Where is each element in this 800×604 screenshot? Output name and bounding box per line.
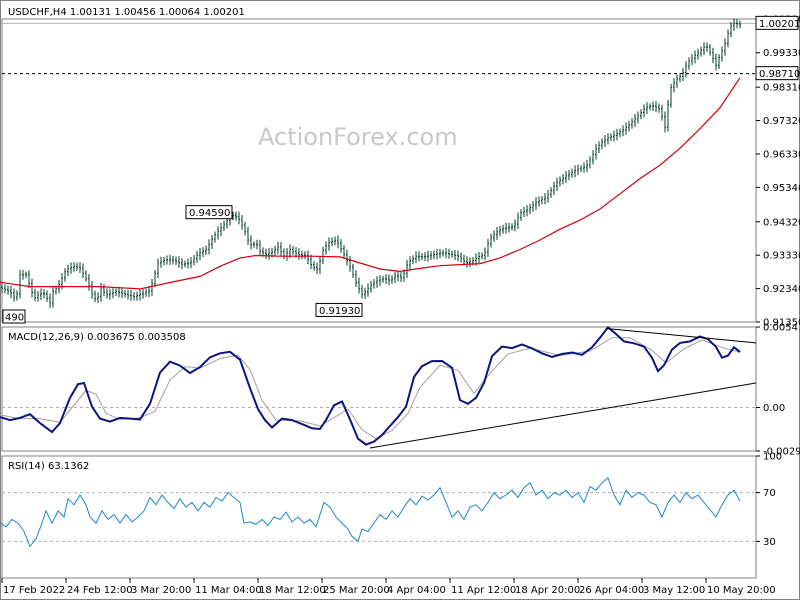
x-tick-label: 3 May 12:00 — [643, 585, 705, 596]
rsi-line — [0, 477, 741, 548]
x-tick-label: 3 Mar 20:00 — [131, 585, 191, 596]
price-tick-label: 0.91350 — [763, 318, 800, 329]
rsi-header: RSI(14) 63.1362 — [8, 461, 89, 472]
current-price-label: 1.00201 — [759, 19, 800, 30]
rsi-tick-label: 100 — [763, 452, 782, 463]
annotation-label-low: 0.91930 — [319, 306, 360, 317]
rsi-frame — [1, 455, 757, 579]
annotation-box-high — [185, 205, 233, 220]
macd-frame — [1, 326, 757, 452]
macd-line — [0, 325, 741, 446]
x-tick-label: 11 Mar 04:00 — [195, 585, 262, 596]
x-tick-label: 17 Feb 2022 — [3, 585, 65, 596]
rsi-tick-label: 70 — [763, 488, 776, 499]
moving-average-line — [0, 77, 741, 290]
x-tick-label: 18 Mar 12:00 — [259, 585, 326, 596]
level-line-box — [755, 66, 799, 81]
price-panel: 1.003300.993300.983100.973200.963300.953… — [0, 15, 800, 329]
current-price-box — [755, 15, 799, 30]
macd-trendline-1 — [369, 382, 757, 449]
macd-panel: 0.005419 0.00 -0.00293 — [0, 323, 800, 458]
level-line-label: 0.98710 — [759, 69, 800, 80]
annotation-label-left: 490 — [5, 313, 24, 324]
price-header: USDCHF,H4 1.00131 1.00456 1.00064 1.0020… — [8, 7, 245, 18]
annotation-box-low — [315, 302, 363, 317]
x-tick-label: 11 Apr 12:00 — [451, 585, 516, 596]
watermark: ActionForex.com — [258, 123, 458, 151]
macd-header: MACD(12,26,9) 0.003675 0.003508 — [8, 332, 186, 343]
x-tick-label: 18 Apr 20:00 — [515, 585, 580, 596]
x-tick-label: 26 Apr 04:00 — [579, 585, 644, 596]
annotation-box-left — [2, 309, 26, 324]
macd-signal-line — [0, 337, 741, 440]
x-tick-label: 24 Feb 12:00 — [67, 585, 133, 596]
rsi-panel: 100 70 30 — [0, 452, 782, 548]
macd-tick-label: 0.00 — [763, 403, 785, 414]
macd-trendline-2 — [605, 327, 757, 344]
price-frame — [1, 18, 757, 323]
x-tick-label: 10 May 20:00 — [707, 585, 776, 596]
rsi-tick-label: 30 — [763, 537, 776, 548]
macd-tick-label: 0.005419 — [763, 323, 800, 334]
x-tick-label: 25 Mar 20:00 — [323, 585, 390, 596]
x-tick-label: 4 Apr 04:00 — [387, 585, 446, 596]
x-axis: 17 Feb 2022 24 Feb 12:003 Mar 20:00 11 Mar… — [1, 578, 776, 596]
annotation-label-high: 0.94590 — [189, 208, 230, 219]
macd-tick-label: -0.00293 — [763, 447, 800, 458]
